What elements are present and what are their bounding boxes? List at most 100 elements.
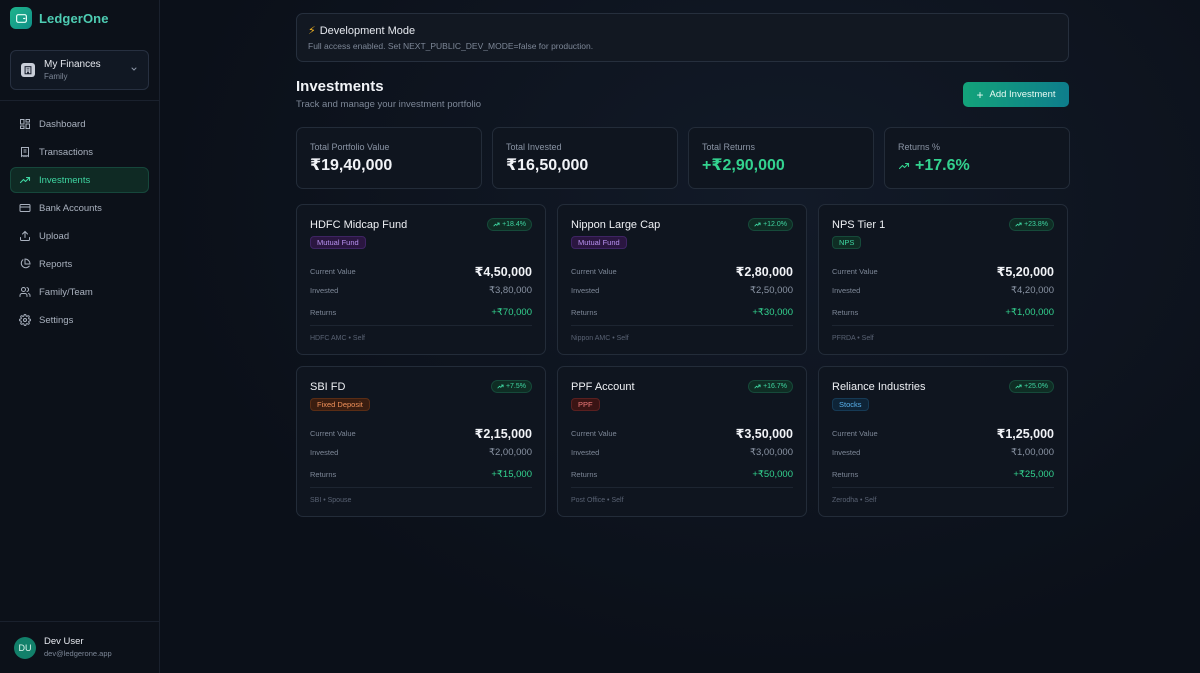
invested-value: ₹3,80,000	[488, 284, 532, 296]
trending-up-icon	[18, 174, 31, 187]
trending-up-icon	[754, 221, 761, 228]
stat-value-text: ₹16,50,000	[506, 157, 589, 174]
plus-icon: +	[976, 87, 984, 102]
returns-value: +₹25,000	[1013, 468, 1054, 480]
avatar: DU	[14, 636, 36, 659]
returns-label: Returns	[310, 469, 337, 479]
returns-label: Returns	[310, 307, 337, 317]
investment-footer: HDFC AMC • Self	[310, 335, 365, 342]
current-value: ₹3,50,000	[735, 426, 793, 441]
sidebar-item-reports[interactable]: Reports	[10, 251, 149, 277]
invested-label: Invested	[310, 447, 339, 457]
sidebar-item-label: Investments	[39, 174, 91, 186]
investment-card[interactable]: PPF Account PPF +16.7% Current Value ₹3,50,0…	[557, 366, 807, 517]
returns-percent-badge: +25.0%	[1009, 380, 1054, 393]
investment-card[interactable]: NPS Tier 1 NPS +23.8% Current Value ₹5,20,00…	[818, 204, 1068, 355]
add-investment-label: Add Investment	[989, 89, 1056, 100]
investment-name: PPF Account	[571, 381, 635, 393]
stat-value: ₹16,50,000	[506, 156, 664, 176]
investment-name: Reliance Industries	[832, 381, 926, 393]
stat-value-text: +₹2,90,000	[702, 157, 785, 174]
invested-label: Invested	[571, 285, 600, 295]
trending-up-icon	[898, 160, 910, 172]
investment-card[interactable]: Nippon Large Cap Mutual Fund +12.0% Current…	[557, 204, 807, 355]
investment-footer: Post Office • Self	[571, 497, 624, 504]
sidebar-item-dashboard[interactable]: Dashboard	[10, 111, 149, 137]
stat-value: ₹19,40,000	[310, 156, 468, 176]
divider	[832, 487, 1054, 488]
returns-value: +₹70,000	[491, 306, 532, 318]
investment-name: HDFC Midcap Fund	[310, 219, 408, 231]
returns-percent-badge: +12.0%	[748, 218, 793, 231]
sidebar-item-label: Family/Team	[39, 286, 93, 298]
stat-label: Total Invested	[506, 142, 562, 152]
upload-icon	[18, 230, 31, 243]
brand-name: LedgerOne	[39, 10, 109, 26]
current-value-label: Current Value	[832, 266, 878, 276]
pie-chart-icon	[18, 258, 31, 271]
current-value: ₹5,20,000	[996, 264, 1054, 279]
stat-card-returns-percent: Returns % +17.6%	[884, 127, 1070, 189]
investment-name: SBI FD	[310, 381, 346, 393]
invested-label: Invested	[310, 285, 339, 295]
org-switcher[interactable]: My Finances Family	[10, 50, 149, 90]
sidebar-item-investments[interactable]: Investments	[10, 167, 149, 193]
returns-label: Returns	[832, 469, 859, 479]
stat-label: Total Returns	[702, 142, 756, 152]
returns-label: Returns	[571, 307, 598, 317]
sidebar-item-upload[interactable]: Upload	[10, 223, 149, 249]
page-title: Investments	[296, 78, 384, 95]
current-value-label: Current Value	[571, 266, 617, 276]
investment-name: Nippon Large Cap	[571, 219, 661, 231]
user-email: dev@ledgerone.app	[44, 649, 112, 658]
sidebar-item-settings[interactable]: Settings	[10, 307, 149, 333]
current-value-label: Current Value	[832, 428, 878, 438]
investment-type-badge: Stocks	[832, 398, 869, 411]
invested-label: Invested	[832, 447, 861, 457]
brand[interactable]: LedgerOne	[0, 0, 159, 36]
user-profile[interactable]: DU Dev User dev@ledgerone.app	[0, 621, 159, 673]
divider	[0, 100, 159, 101]
stat-value-text: ₹19,40,000	[310, 157, 393, 174]
returns-percent-text: +12.0%	[763, 221, 787, 228]
invested-value: ₹2,00,000	[488, 446, 532, 458]
sidebar-item-label: Transactions	[39, 146, 94, 158]
trending-up-icon	[1015, 221, 1022, 228]
sidebar-item-bank-accounts[interactable]: Bank Accounts	[10, 195, 149, 221]
returns-value: +₹15,000	[491, 468, 532, 480]
chevron-down-icon	[130, 65, 138, 75]
trending-up-icon	[754, 383, 761, 390]
returns-percent-badge: +7.5%	[490, 380, 532, 393]
returns-percent-badge: +18.4%	[487, 218, 532, 231]
sidebar-nav: Dashboard Transactions Investments Bank Acc…	[0, 101, 159, 343]
investment-card[interactable]: Reliance Industries Stocks +25.0% Current V…	[818, 366, 1068, 517]
returns-label: Returns	[571, 469, 598, 479]
stat-value: +17.6%	[898, 156, 1056, 176]
stat-card-total-returns: Total Returns +₹2,90,000	[688, 127, 874, 189]
current-value-label: Current Value	[310, 428, 356, 438]
investment-footer: SBI • Spouse	[310, 497, 352, 504]
returns-percent-text: +23.8%	[1024, 221, 1048, 228]
returns-value: +₹30,000	[752, 306, 793, 318]
invested-value: ₹3,00,000	[749, 446, 793, 458]
sidebar: LedgerOne My Finances Family Dashboard Tr…	[0, 0, 160, 673]
stat-value: +₹2,90,000	[702, 156, 860, 176]
org-name: My Finances	[44, 58, 101, 70]
sidebar-item-family-team[interactable]: Family/Team	[10, 279, 149, 305]
investment-card[interactable]: SBI FD Fixed Deposit +7.5% Current Value ₹2,…	[296, 366, 546, 517]
wallet-icon	[10, 7, 32, 29]
investment-footer: Zerodha • Self	[832, 497, 877, 504]
investment-type-badge: NPS	[832, 236, 862, 249]
sidebar-item-transactions[interactable]: Transactions	[10, 139, 149, 165]
trending-up-icon	[1015, 383, 1022, 390]
returns-percent-badge: +23.8%	[1009, 218, 1054, 231]
divider	[832, 325, 1054, 326]
add-investment-button[interactable]: + Add Investment	[963, 82, 1069, 107]
trending-up-icon	[493, 221, 500, 228]
investments-grid: HDFC Midcap Fund Mutual Fund +18.4% Current…	[296, 204, 1068, 517]
returns-label: Returns	[832, 307, 859, 317]
stat-value-text: +17.6%	[915, 157, 970, 174]
users-icon	[18, 286, 31, 299]
main-content: ⚡ Development Mode Full access enabled. …	[160, 0, 1200, 673]
investment-card[interactable]: HDFC Midcap Fund Mutual Fund +18.4% Current…	[296, 204, 546, 355]
